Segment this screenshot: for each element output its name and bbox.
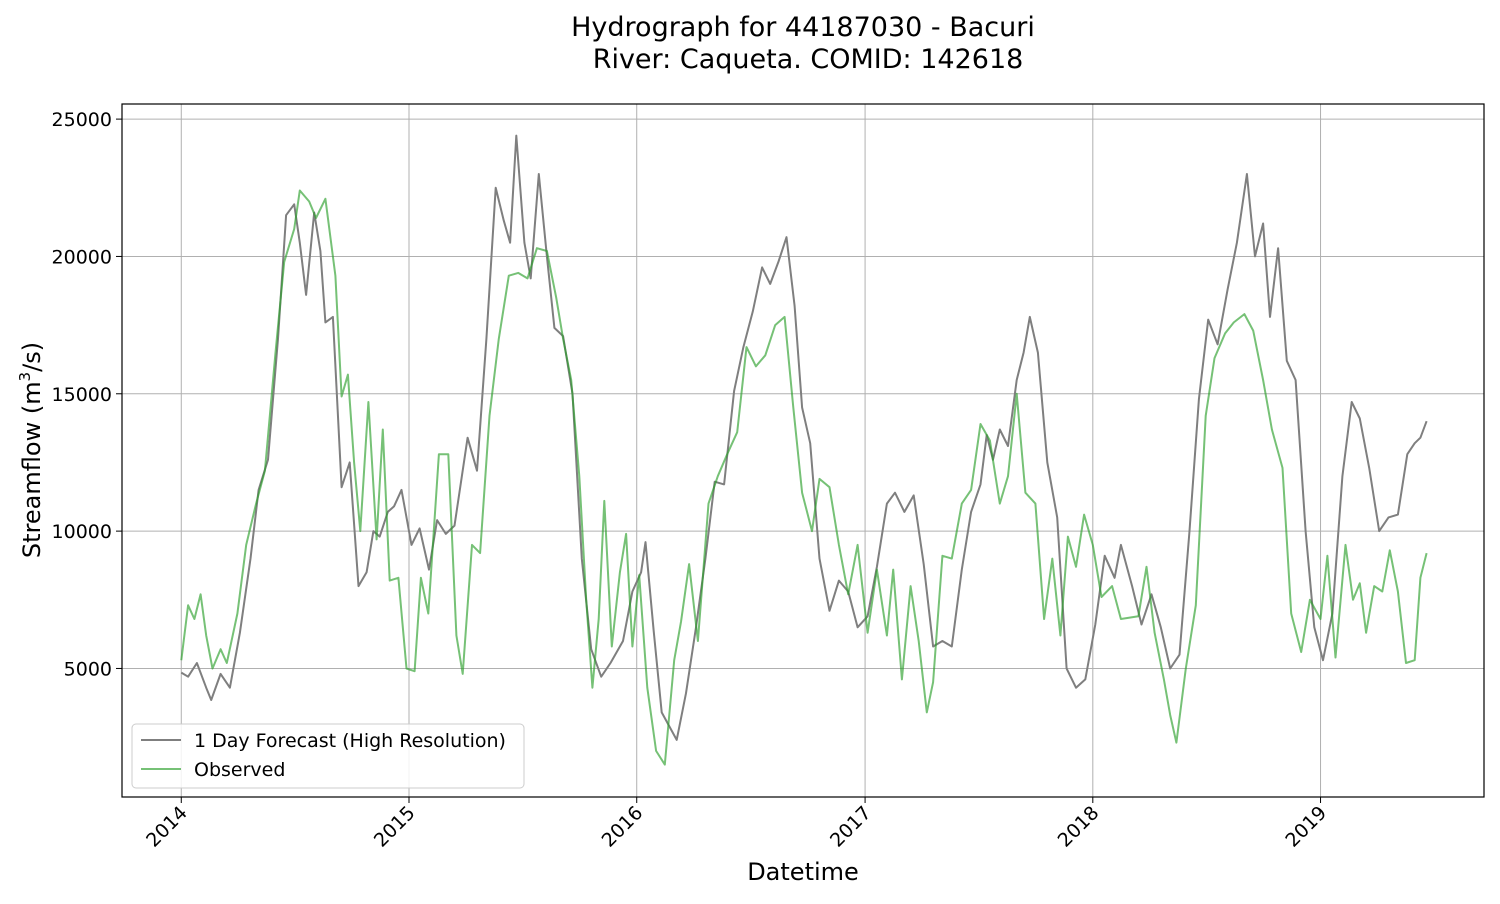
plot-frame: [121, 103, 1485, 798]
chart-title-line1: Hydrograph for 44187030 - Bacuri: [571, 12, 1035, 43]
y-tick-label: 5000: [64, 658, 112, 680]
x-tick-label: 2017: [826, 802, 876, 852]
legend-label-forecast: 1 Day Forecast (High Resolution): [194, 730, 506, 752]
x-tick-label: 2016: [598, 802, 648, 852]
legend-box: [131, 723, 525, 789]
chart-title-line2: River: Caqueta. COMID: 142618: [593, 44, 1024, 75]
x-tick-label: 2014: [142, 802, 192, 852]
x-tick-label: 2018: [1054, 802, 1104, 852]
y-tick-label: 10000: [52, 521, 112, 543]
legend-label-observed: Observed: [194, 759, 285, 781]
x-tick-label: 2019: [1281, 802, 1331, 852]
observed-series-line: [180, 189, 1428, 766]
x-tick-label: 2015: [370, 802, 420, 852]
grid: [122, 104, 1484, 797]
y-axis-label: Streamflow (m3/s): [16, 342, 46, 558]
y-tick-label: 25000: [52, 109, 112, 131]
y-tick-label: 15000: [52, 384, 112, 406]
x-axis-label: Datetime: [747, 858, 859, 886]
series-lines: [180, 134, 1428, 766]
legend: 1 Day Forecast (High Resolution) Observe…: [131, 723, 525, 789]
forecast-series-line: [180, 134, 1428, 741]
y-tick-label: 20000: [52, 246, 112, 268]
